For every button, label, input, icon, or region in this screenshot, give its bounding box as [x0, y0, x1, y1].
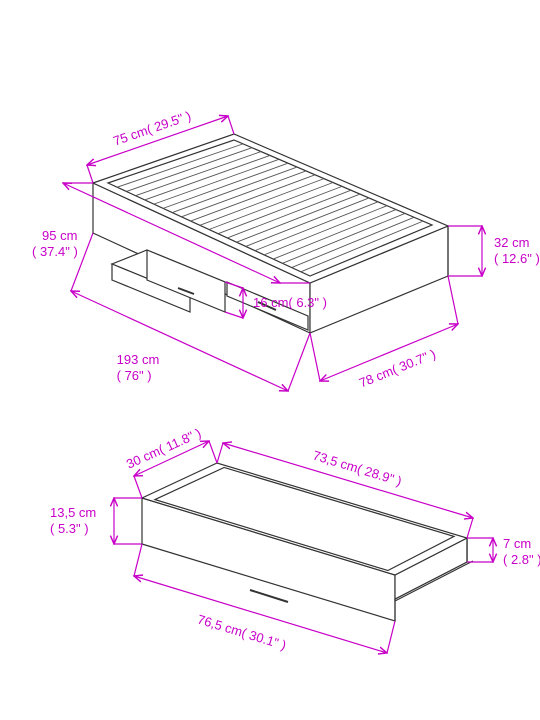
- dimension-label: 32 cm: [494, 235, 529, 250]
- dimension-label: ( 2.8" ): [503, 552, 540, 567]
- dimension-label: ( 12.6" ): [494, 251, 540, 266]
- dimension-label: 30 cm( 11.8" ): [124, 425, 203, 471]
- dimension-label: ( 76" ): [117, 368, 152, 383]
- dimension-label: 7 cm: [503, 536, 531, 551]
- dimension-label: ( 37.4" ): [32, 244, 78, 259]
- dimension-label: ( 5.3" ): [50, 521, 89, 536]
- dimension-label: 73,5 cm( 28.9" ): [311, 448, 403, 489]
- dimension-label: 76,5 cm( 30.1" ): [196, 612, 288, 653]
- dimension-label: 95 cm: [42, 228, 77, 243]
- drawer-diagram: [142, 463, 473, 621]
- dimension-label: 78 cm( 30.7" ): [357, 346, 438, 390]
- dimension-label: 193 cm: [117, 352, 160, 367]
- dimension-label: 13,5 cm: [50, 505, 96, 520]
- dimension-label: 16 cm( 6.3" ): [253, 295, 327, 310]
